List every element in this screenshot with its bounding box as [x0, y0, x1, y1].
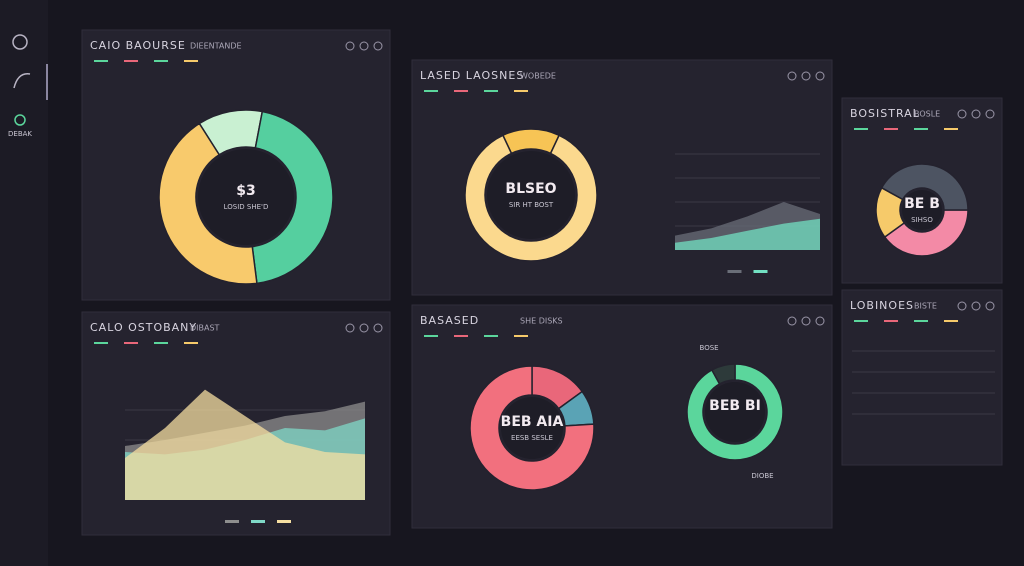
donut-segment: [883, 209, 969, 257]
legend-swatch: [944, 128, 958, 130]
center-value: BE B: [904, 196, 940, 212]
panel-subtitle: SHE DISKS: [520, 317, 563, 326]
legend-swatch: [484, 90, 498, 92]
panel-subtitle: BOSLE: [914, 110, 940, 119]
area: [125, 389, 365, 500]
legend-swatch: [454, 90, 468, 92]
center-label: LOSID SHE'D: [224, 203, 269, 211]
donut-segment: [686, 363, 784, 461]
segment-label: DIOBE: [751, 472, 773, 480]
panel-action[interactable]: [359, 41, 369, 51]
donut-hole: [198, 149, 294, 245]
panel-action[interactable]: [801, 71, 811, 81]
legend-swatch: [277, 520, 291, 523]
center-value: BEB AIA: [501, 414, 564, 430]
legend-swatch: [184, 342, 198, 344]
panel-action[interactable]: [985, 301, 995, 311]
donut-segment: [158, 122, 258, 285]
legend-swatch: [424, 90, 438, 92]
panel-action[interactable]: [373, 41, 383, 51]
panel-action[interactable]: [801, 316, 811, 326]
panel-action[interactable]: [971, 301, 981, 311]
legend-swatch: [884, 128, 898, 130]
area: [675, 218, 820, 250]
nav-label[interactable]: DEBAK: [8, 130, 32, 138]
panel-action[interactable]: [971, 109, 981, 119]
donut-hole: [902, 190, 942, 230]
panel-action[interactable]: [957, 301, 967, 311]
center-value: BEB BI: [709, 398, 761, 414]
panel-action[interactable]: [787, 316, 797, 326]
legend-swatch: [154, 342, 168, 344]
donut-hole: [501, 397, 563, 459]
panel-action[interactable]: [345, 323, 355, 333]
nav-indicator: [46, 64, 48, 100]
nav-icon[interactable]: [13, 73, 31, 89]
donut-hole: [487, 151, 575, 239]
center-label: EESB SESLE: [511, 434, 553, 442]
legend-swatch: [225, 520, 239, 523]
legend-swatch: [484, 335, 498, 337]
panel-title: LOBINOES: [850, 299, 914, 312]
legend-swatch: [854, 320, 868, 322]
legend-swatch: [251, 520, 265, 523]
legend-swatch: [454, 335, 468, 337]
legend-swatch: [514, 335, 528, 337]
legend-swatch: [154, 60, 168, 62]
panel-subtitle: DIEENTANDE: [190, 42, 242, 51]
panel-action[interactable]: [359, 323, 369, 333]
panel-action[interactable]: [345, 41, 355, 51]
panel-action[interactable]: [957, 109, 967, 119]
panel-title: BOSISTRAL: [850, 107, 920, 120]
donut-segment: [710, 363, 736, 385]
panel-subtitle: WOBEDE: [520, 72, 556, 81]
donut-segment: [880, 163, 969, 211]
panel: [841, 289, 1003, 466]
donut-segment: [251, 110, 334, 285]
panel-title: CALO OSTOBANY: [90, 321, 197, 334]
legend-swatch: [424, 335, 438, 337]
legend-swatch: [914, 320, 928, 322]
panel-action[interactable]: [787, 71, 797, 81]
panel-action[interactable]: [373, 323, 383, 333]
donut-hole: [705, 382, 765, 442]
nav-icon[interactable]: [14, 114, 26, 126]
segment-label: BOSE: [700, 344, 719, 352]
legend-swatch: [514, 90, 528, 92]
panel-title: CAIO BAOURSE: [90, 39, 186, 52]
panel-action[interactable]: [985, 109, 995, 119]
panel-subtitle: DIBAST: [190, 324, 220, 333]
legend-swatch: [944, 320, 958, 322]
sidebar: [0, 0, 48, 566]
center-label: SIR HT BOST: [509, 201, 554, 209]
donut-segment: [464, 134, 598, 262]
legend-swatch: [124, 342, 138, 344]
panel-title: LASED LAOSNES: [420, 69, 524, 82]
donut-segment: [469, 365, 595, 491]
center-value: $3: [236, 183, 255, 199]
legend-swatch: [914, 128, 928, 130]
center-value: BLSEO: [505, 181, 556, 197]
legend-swatch: [184, 60, 198, 62]
legend-swatch: [727, 270, 742, 273]
panel-title: BASASED: [420, 314, 479, 327]
panel-action[interactable]: [815, 316, 825, 326]
legend-swatch: [94, 342, 108, 344]
panel-action[interactable]: [815, 71, 825, 81]
panel-subtitle: BISTE: [914, 302, 937, 311]
legend-swatch: [753, 270, 768, 273]
legend-swatch: [854, 128, 868, 130]
center-label: SIHSO: [911, 216, 933, 224]
legend-swatch: [884, 320, 898, 322]
legend-swatch: [94, 60, 108, 62]
legend-swatch: [124, 60, 138, 62]
nav-icon[interactable]: [12, 34, 28, 50]
